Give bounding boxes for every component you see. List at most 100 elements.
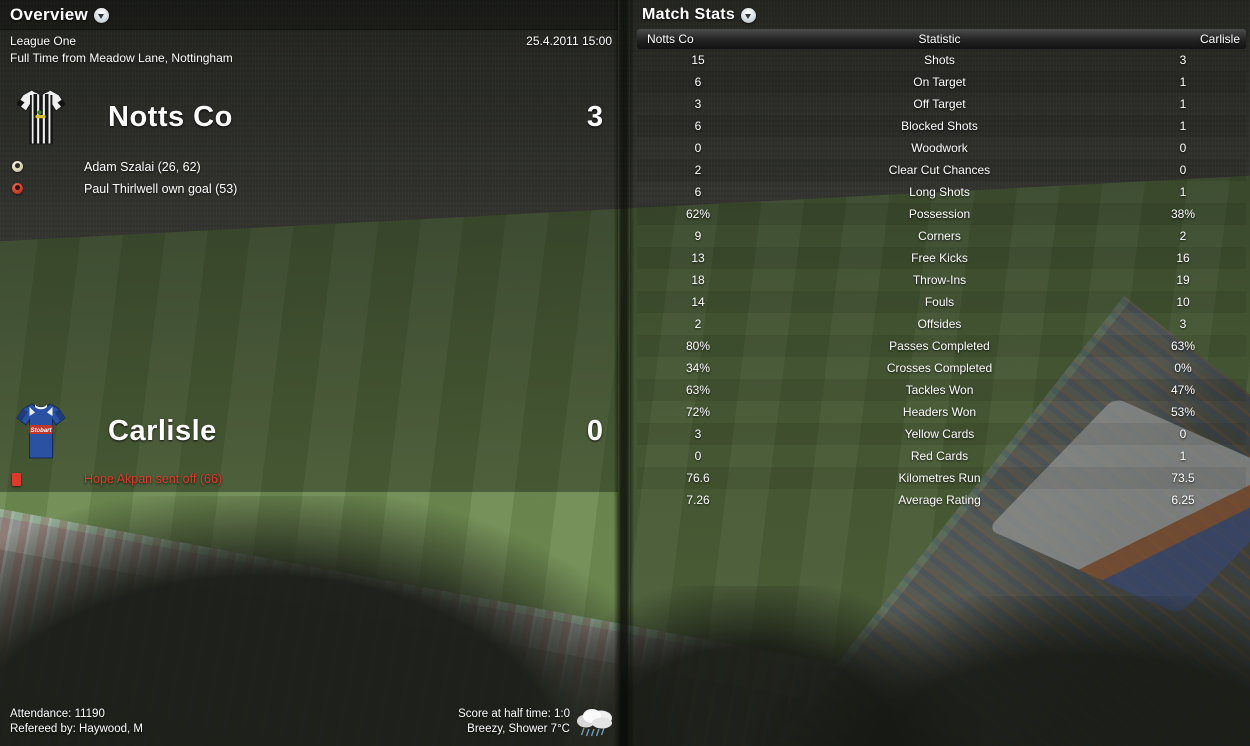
home-team-name[interactable]: Notts Co (108, 100, 233, 133)
table-row: 6 Blocked Shots 1 (637, 115, 1246, 137)
home-value: 62% (685, 207, 711, 221)
panel-divider (614, 0, 634, 746)
stat-name: Corners (918, 229, 961, 243)
table-row: 3 Yellow Cards 0 (637, 423, 1246, 445)
dropdown-icon[interactable] (741, 7, 757, 23)
home-team-score: 3 (586, 100, 603, 133)
match-meta: League One 25.4.2011 15:00 Full Time fro… (10, 33, 612, 67)
weather-label: Breezy, Shower 7°C (467, 723, 570, 735)
away-value: 3 (1179, 53, 1187, 67)
match-stats-panel: Match Stats Notts Co Statistic Carlisle … (630, 0, 1250, 746)
table-row: 0 Woodwork 0 (637, 137, 1246, 159)
rain-cloud-icon (577, 709, 612, 737)
stats-panel-selector[interactable]: Match Stats (642, 0, 757, 30)
stat-name: Off Target (913, 97, 966, 111)
event-row: Adam Szalai (26, 62) (0, 156, 618, 178)
table-row: 34% Crosses Completed 0% (637, 357, 1246, 379)
red-card-icon (12, 473, 21, 486)
overview-panel: Overview League One 25.4.2011 15:00 Full… (0, 0, 618, 746)
overview-panel-selector[interactable]: Overview (10, 0, 110, 30)
away-value: 19 (1176, 273, 1190, 287)
home-value: 63% (685, 383, 711, 397)
event-row: Hope Akpan sent off (66) (0, 468, 618, 490)
home-value: 7.26 (686, 493, 710, 507)
home-value: 13 (691, 251, 705, 265)
home-value: 0 (694, 141, 702, 155)
away-team-score: 0 (586, 414, 603, 447)
panel-title: Match Stats (642, 6, 736, 23)
table-row: 72% Headers Won 53% (637, 401, 1246, 423)
home-value: 18 (691, 273, 705, 287)
stat-name: Throw-Ins (912, 273, 967, 287)
stat-name: Shots (924, 53, 955, 67)
away-value: 47% (1170, 383, 1196, 397)
table-row: 2 Offsides 3 (637, 313, 1246, 335)
event-text: Paul Thirlwell own goal (53) (84, 182, 238, 196)
own-goal-icon (12, 183, 23, 194)
stat-name: Offsides (917, 317, 962, 331)
stat-name: Fouls (924, 295, 955, 309)
stat-name: Clear Cut Chances (888, 163, 991, 177)
stat-name: Free Kicks (911, 251, 968, 265)
stat-name: Red Cards (910, 449, 969, 463)
match-stats-table: Notts Co Statistic Carlisle 15 Shots 3 6 On … (637, 29, 1246, 511)
stat-name: On Target (913, 75, 966, 89)
stats-panel-shade (630, 0, 1250, 746)
table-row: 15 Shots 3 (637, 49, 1246, 71)
home-value: 2 (694, 163, 702, 177)
table-row: 14 Fouls 10 (637, 291, 1246, 313)
stats-table-header: Notts Co Statistic Carlisle (637, 29, 1246, 49)
event-text: Hope Akpan sent off (66) (84, 472, 223, 486)
stat-name: Possession (908, 207, 971, 221)
home-value: 2 (694, 317, 702, 331)
stats-rows: 15 Shots 3 6 On Target 1 3 Off Target 1 6 Blocked … (637, 49, 1246, 511)
overview-panel-shade (0, 0, 618, 492)
stat-name: Passes Completed (889, 339, 990, 353)
event-row: Paul Thirlwell own goal (53) (0, 178, 618, 200)
home-value: 80% (685, 339, 711, 353)
table-row: 6 On Target 1 (637, 71, 1246, 93)
home-value: 34% (685, 361, 711, 375)
home-value: 0 (694, 449, 702, 463)
home-value: 6 (694, 185, 702, 199)
referee-label: Refereed by: Haywood, M (10, 723, 143, 735)
stat-name: Headers Won (902, 405, 977, 419)
stat-name: Average Rating (898, 493, 981, 507)
away-value: 1 (1179, 185, 1187, 199)
match-info-right: Score at half time: 1:0 Breezy, Shower 7… (458, 707, 570, 737)
home-value: 72% (685, 405, 711, 419)
home-shirt-icon (16, 89, 66, 145)
away-value: 0 (1179, 163, 1187, 177)
away-value: 1 (1179, 97, 1187, 111)
away-value: 1 (1179, 119, 1187, 133)
stat-name: Woodwork (911, 141, 968, 155)
away-value: 0% (1174, 361, 1192, 375)
table-row: 9 Corners 2 (637, 225, 1246, 247)
stat-name: Long Shots (909, 185, 970, 199)
away-team-row: Stobart Carlisle 0 (0, 400, 618, 462)
stat-name: Blocked Shots (901, 119, 978, 133)
away-value: 1 (1179, 449, 1187, 463)
away-value: 0 (1179, 141, 1187, 155)
home-value: 3 (694, 97, 702, 111)
away-value: 1 (1179, 75, 1187, 89)
attendance-label: Attendance: 11190 (10, 708, 105, 720)
stat-name: Tackles Won (905, 383, 974, 397)
match-status-line: Full Time from Meadow Lane, Nottingham (10, 51, 233, 65)
dropdown-icon[interactable] (94, 7, 110, 23)
away-team-name[interactable]: Carlisle (108, 414, 217, 447)
table-row: 18 Throw-Ins 19 (637, 269, 1246, 291)
half-time-score-label: Score at half time: 1:0 (458, 708, 570, 720)
home-value: 76.6 (686, 471, 710, 485)
stat-name: Kilometres Run (898, 471, 981, 485)
away-shirt-sponsor: Stobart (31, 428, 53, 434)
away-value: 6.25 (1171, 493, 1195, 507)
table-row: 76.6 Kilometres Run 73.5 (637, 467, 1246, 489)
table-row: 7.26 Average Rating 6.25 (637, 489, 1246, 511)
table-row: 80% Passes Completed 63% (637, 335, 1246, 357)
home-value: 6 (694, 119, 702, 133)
table-row: 63% Tackles Won 47% (637, 379, 1246, 401)
table-row: 2 Clear Cut Chances 0 (637, 159, 1246, 181)
away-value: 10 (1176, 295, 1190, 309)
